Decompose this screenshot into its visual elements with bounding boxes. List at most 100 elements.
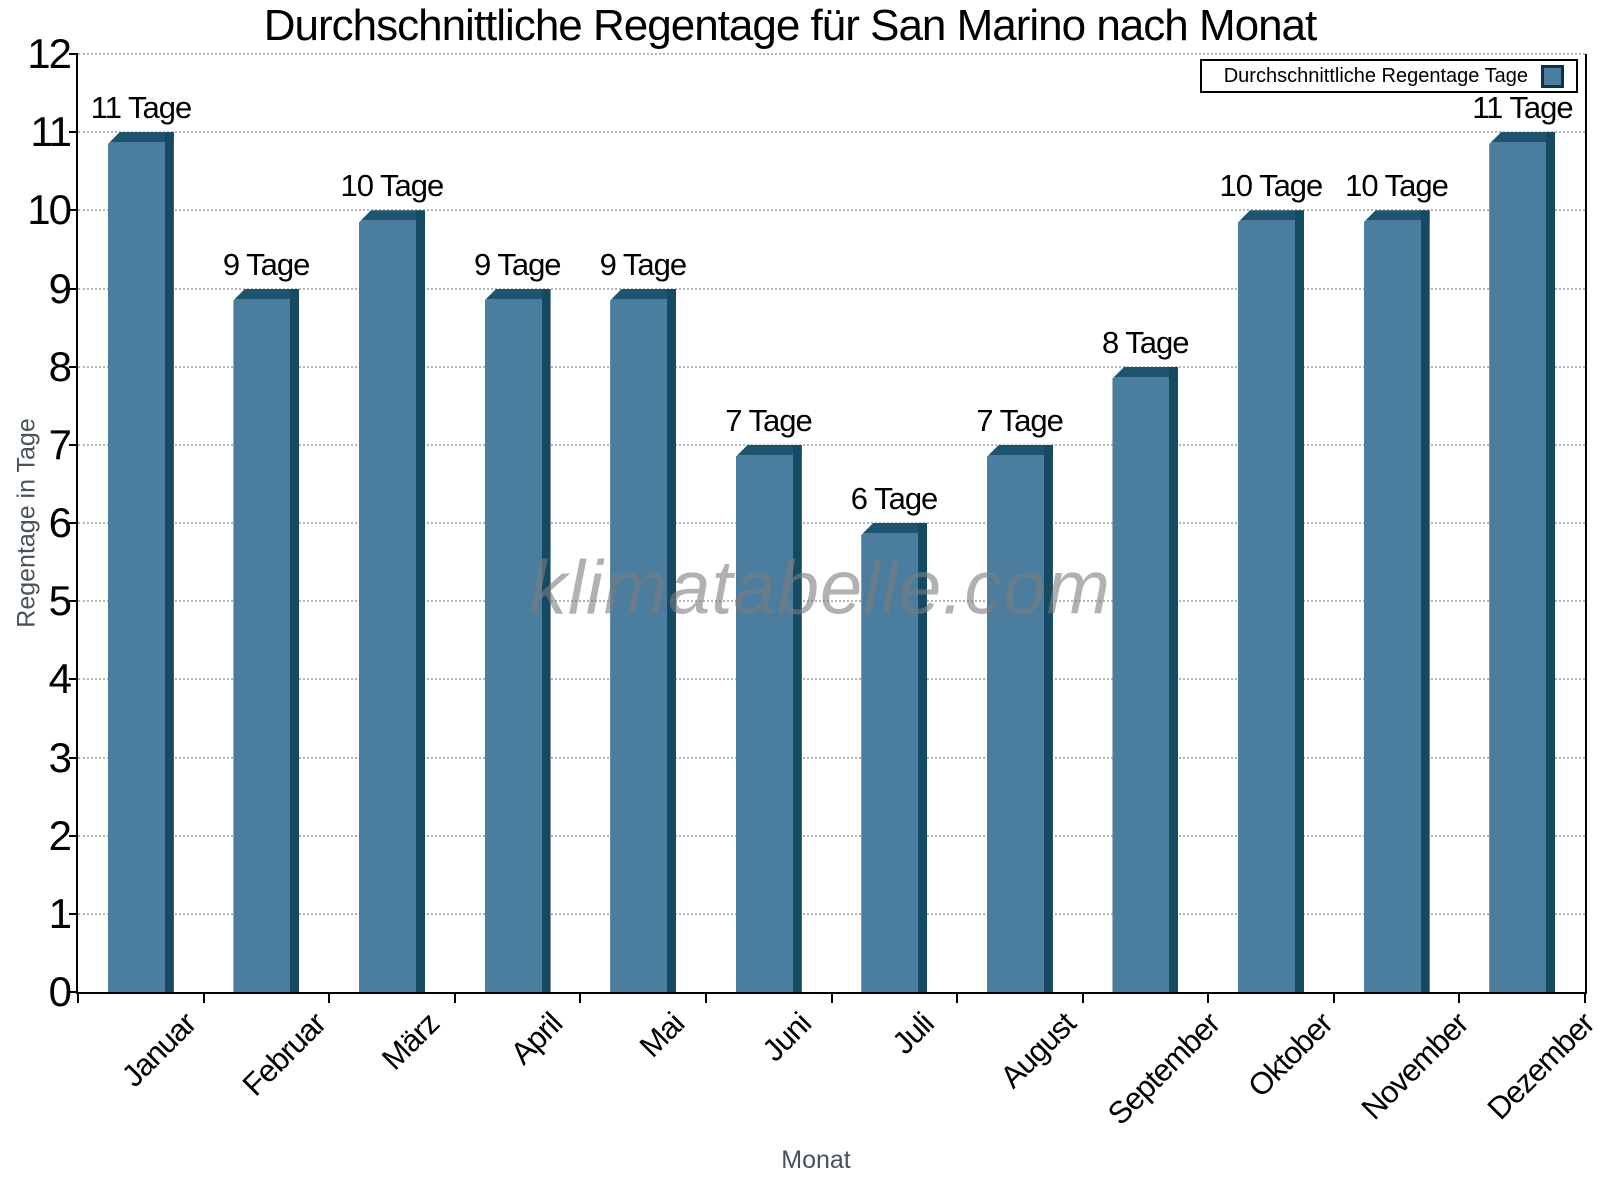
- x-axis-line: [76, 992, 1587, 994]
- chart-title: Durchschnittliche Regentage für San Mari…: [263, 1, 1318, 50]
- bar-top-edge: [358, 210, 425, 221]
- x-tick-label-august: August: [993, 1006, 1083, 1095]
- bar-august: [986, 444, 1053, 992]
- bar-value-label-november: 10 Tage: [1345, 168, 1449, 204]
- x-axis-tick-6: [830, 994, 833, 1003]
- x-tick-label-dezember: Dezember: [1480, 1006, 1600, 1127]
- x-tick-label-marz: März: [374, 1006, 446, 1077]
- bar-face-mai: [610, 288, 677, 992]
- bar-face-oktober: [1238, 210, 1305, 992]
- bar-value-label-september: 8 Tage: [1101, 324, 1190, 360]
- y-tick-label-3: 3: [48, 733, 72, 781]
- bar-top-edge: [1489, 132, 1556, 143]
- bar-april: [484, 288, 551, 992]
- x-tick-label-april: April: [503, 1006, 569, 1072]
- y-tick-label-4: 4: [48, 655, 72, 703]
- bar-value-label-dezember: 11 Tage: [1472, 90, 1573, 126]
- y-axis-tick-6: [69, 522, 78, 524]
- x-axis-tick-10: [1332, 994, 1335, 1003]
- bar-face-november: [1363, 210, 1430, 992]
- x-axis-tick-3: [453, 994, 456, 1003]
- bar-top-edge: [107, 132, 174, 143]
- bar-right-edge: [541, 288, 551, 992]
- y-axis-tick-10: [69, 209, 78, 212]
- bar-value-label-oktober: 10 Tage: [1219, 168, 1324, 204]
- bar-november: [1363, 210, 1430, 992]
- x-axis-tick-5: [704, 994, 707, 1003]
- bar-right-edge: [290, 288, 300, 992]
- x-tick-label-juni: Juni: [755, 1006, 819, 1069]
- bar-value-label-februar: 9 Tage: [222, 246, 311, 282]
- x-tick-label-november: November: [1354, 1006, 1476, 1127]
- bar-top-edge: [233, 288, 300, 299]
- y-tick-label-5: 5: [48, 577, 72, 625]
- y-axis-tick-5: [69, 600, 78, 603]
- gridline-y6: [78, 522, 1585, 524]
- y-tick-label-7: 7: [48, 420, 72, 468]
- y-tick-label-12: 12: [27, 30, 72, 77]
- bar-value-label-august: 7 Tage: [976, 402, 1064, 438]
- x-axis-tick-2: [328, 994, 331, 1003]
- y-axis-tick-9: [69, 287, 78, 290]
- x-tick-label-februar: Februar: [236, 1006, 333, 1103]
- y-tick-label-8: 8: [48, 342, 72, 390]
- x-axis-tick-11: [1458, 994, 1461, 1003]
- bar-value-label-april: 9 Tage: [474, 246, 562, 282]
- y-axis-title: Regentage in Tage: [12, 418, 41, 628]
- gridline-y7: [78, 443, 1585, 446]
- bar-top-edge: [986, 444, 1053, 455]
- legend-box: Durchschnittliche Regentage Tage: [1200, 59, 1578, 93]
- y-tick-label-1: 1: [48, 889, 72, 937]
- plot-right-border: [1585, 54, 1587, 994]
- bar-top-edge: [735, 444, 802, 455]
- bar-top-edge: [610, 288, 677, 299]
- bar-top-edge: [1112, 366, 1179, 377]
- bar-right-edge: [1043, 444, 1053, 992]
- y-axis-tick-3: [69, 756, 78, 759]
- bar-value-label-mai: 9 Tage: [599, 246, 688, 282]
- bar-top-edge: [484, 288, 551, 299]
- bar-value-label-marz: 10 Tage: [340, 168, 444, 204]
- bar-right-edge: [415, 210, 425, 992]
- bar-face-juli: [861, 523, 928, 992]
- bar-value-label-juli: 6 Tage: [850, 481, 939, 516]
- bar-right-edge: [164, 132, 174, 992]
- x-axis-tick-7: [956, 994, 959, 1003]
- y-axis-tick-8: [69, 365, 78, 368]
- x-axis-tick-8: [1081, 994, 1084, 1003]
- bar-dezember: [1489, 132, 1556, 992]
- x-axis-tick-0: [77, 994, 79, 1003]
- y-axis-tick-2: [69, 834, 78, 837]
- legend-label: Durchschnittliche Regentage Tage: [1223, 64, 1528, 87]
- bar-marz: [358, 210, 425, 992]
- gridline-y8: [78, 365, 1585, 368]
- bar-oktober: [1238, 210, 1305, 992]
- x-axis-tick-12: [1584, 994, 1586, 1003]
- y-tick-label-6: 6: [48, 499, 72, 546]
- y-axis-tick-4: [69, 678, 78, 681]
- y-axis-line: [76, 54, 78, 994]
- gridline-y5: [78, 600, 1585, 603]
- y-tick-label-2: 2: [48, 811, 72, 859]
- y-axis-tick-12: [69, 53, 78, 55]
- bar-right-edge: [918, 523, 928, 992]
- gridline-y2: [78, 834, 1585, 837]
- gridline-y12: [78, 53, 1585, 55]
- bar-face-august: [986, 444, 1053, 992]
- y-axis-tick-0: [69, 991, 78, 993]
- y-tick-label-9: 9: [48, 264, 72, 312]
- y-tick-label-11: 11: [30, 108, 72, 156]
- y-axis-tick-7: [69, 443, 78, 446]
- bar-top-edge: [1363, 210, 1430, 221]
- y-axis-tick-11: [69, 131, 78, 134]
- gridline-y4: [78, 678, 1585, 681]
- bar-face-juni: [735, 444, 802, 992]
- bar-value-label-januar: 11 Tage: [90, 90, 192, 126]
- bar-face-januar: [107, 132, 174, 992]
- x-axis-tick-9: [1207, 994, 1210, 1003]
- bar-face-marz: [358, 210, 425, 992]
- gridline-y10: [78, 209, 1585, 212]
- bar-right-edge: [667, 288, 677, 992]
- bar-september: [1112, 366, 1179, 992]
